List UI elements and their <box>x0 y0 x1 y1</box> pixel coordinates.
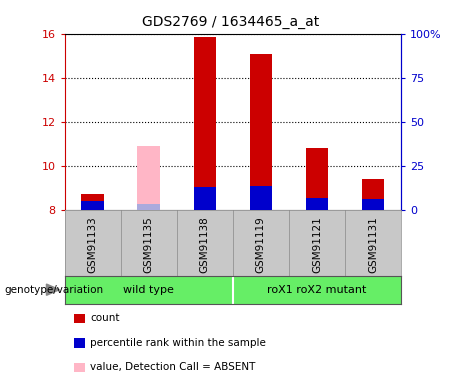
Bar <box>306 148 328 210</box>
Bar <box>82 194 104 210</box>
Text: GSM91131: GSM91131 <box>368 217 378 273</box>
Bar <box>82 201 104 210</box>
Polygon shape <box>47 284 59 296</box>
Bar <box>137 146 160 210</box>
Text: count: count <box>90 314 119 323</box>
Text: value, Detection Call = ABSENT: value, Detection Call = ABSENT <box>90 362 255 372</box>
Text: GSM91119: GSM91119 <box>256 217 266 273</box>
Text: GSM91138: GSM91138 <box>200 217 210 273</box>
Text: percentile rank within the sample: percentile rank within the sample <box>90 338 266 348</box>
Text: genotype/variation: genotype/variation <box>5 285 104 295</box>
Bar <box>137 204 160 210</box>
Bar <box>306 198 328 210</box>
Text: GDS2769 / 1634465_a_at: GDS2769 / 1634465_a_at <box>142 15 319 29</box>
Text: GSM91133: GSM91133 <box>88 217 98 273</box>
Bar <box>250 54 272 210</box>
Bar <box>362 179 384 210</box>
Text: roX1 roX2 mutant: roX1 roX2 mutant <box>267 285 366 295</box>
Bar <box>194 37 216 210</box>
Text: GSM91121: GSM91121 <box>312 217 322 273</box>
Text: wild type: wild type <box>123 285 174 295</box>
Text: GSM91135: GSM91135 <box>144 217 154 273</box>
Bar <box>194 187 216 210</box>
Bar <box>362 198 384 210</box>
Bar <box>250 186 272 210</box>
